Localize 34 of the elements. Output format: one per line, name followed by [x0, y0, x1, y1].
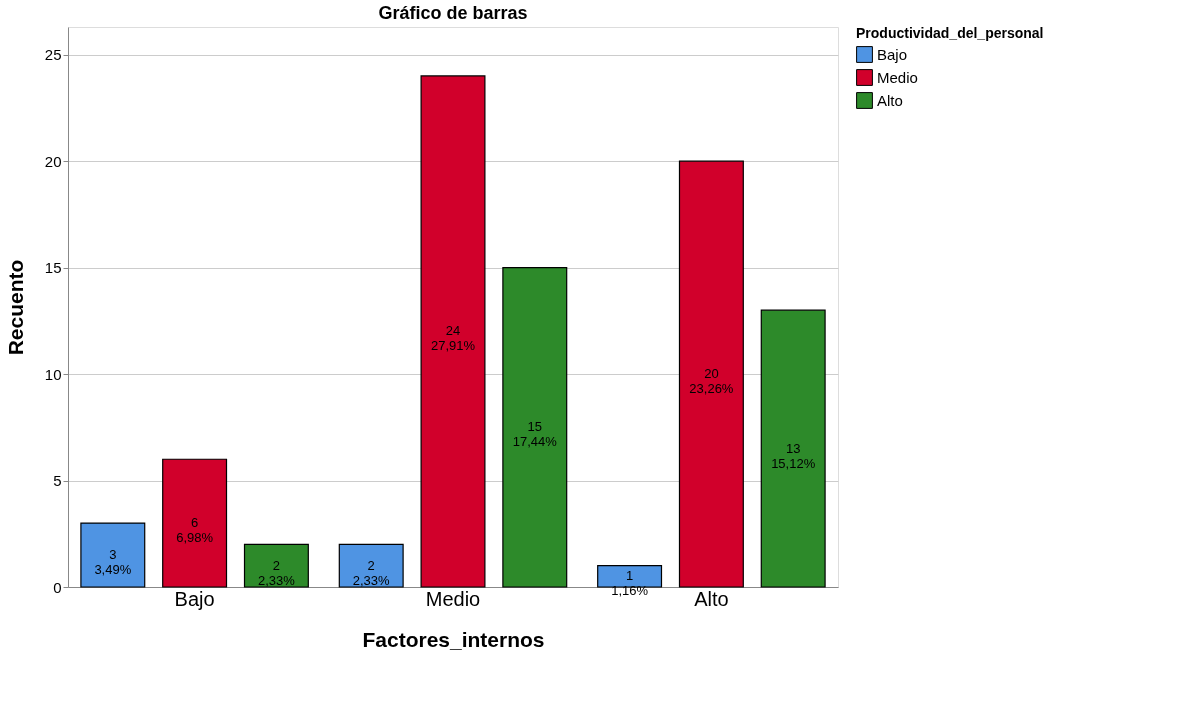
bar — [80, 522, 146, 588]
bar — [597, 565, 663, 588]
x-tick-label: Alto — [694, 587, 729, 610]
y-tick-label: 0 — [53, 578, 62, 596]
data-label: 20 23,26% — [689, 366, 734, 397]
data-label: 24 27,91% — [430, 323, 476, 354]
data-label: 13 15,12% — [771, 440, 816, 471]
y-tick-label: 25 — [44, 46, 62, 64]
bar — [760, 309, 826, 588]
y-tick-label: 5 — [53, 472, 62, 490]
data-label: 15 17,44% — [512, 419, 558, 450]
legend-label: Bajo — [877, 45, 908, 63]
data-label: 2 2,33% — [257, 557, 296, 588]
bar — [678, 160, 744, 588]
y-axis-title: Recuento — [3, 259, 27, 356]
bar — [338, 543, 404, 588]
data-label: 3 3,49% — [94, 547, 132, 578]
data-label: 2 2,33% — [352, 557, 391, 588]
bar — [162, 458, 228, 588]
y-tick-label: 10 — [44, 365, 62, 383]
y-tick-label: 20 — [44, 152, 62, 170]
x-tick-label: Medio — [425, 587, 481, 610]
legend-label: Alto — [877, 91, 903, 109]
legend-label: Medio — [877, 68, 918, 86]
data-label: 6 6,98% — [176, 515, 214, 546]
x-tick-label: Bajo — [174, 587, 215, 610]
bar — [243, 543, 309, 588]
legend-title: Productividad_del_personal — [856, 25, 1044, 41]
bar — [502, 267, 568, 588]
y-tick-label: 15 — [44, 259, 62, 277]
x-axis-title: Factores_internos — [362, 627, 545, 651]
data-label: 1 1,16% — [611, 568, 649, 599]
bar — [420, 75, 486, 588]
chart-title: Gráfico de barras — [378, 3, 528, 23]
